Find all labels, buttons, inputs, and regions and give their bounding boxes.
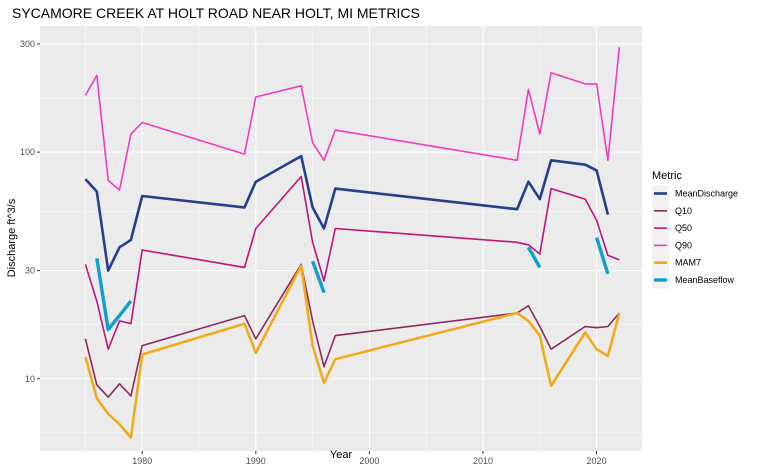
legend-title: Metric — [652, 170, 682, 182]
legend-label-q10: Q10 — [675, 206, 692, 216]
legend-label-mam7: MAM7 — [675, 258, 701, 268]
legend-label-q50: Q50 — [675, 223, 692, 233]
series-line-q50 — [84, 175, 620, 351]
series-line-meandischarge — [84, 154, 610, 272]
series-line-meanbaseflow — [594, 236, 610, 275]
y-axis-title: Discharge ft^3/s — [6, 198, 18, 277]
series-line-meanbaseflow — [95, 258, 133, 332]
legend-label-meandischarge: MeanDischarge — [675, 189, 738, 199]
x-tick-label: 2010 — [473, 456, 493, 464]
x-axis-title: Year — [330, 449, 353, 461]
y-tick-label: 300 — [20, 39, 35, 49]
series-line-mam7 — [84, 264, 621, 439]
x-tick-label: 2020 — [587, 456, 607, 464]
series-line-q10 — [84, 263, 620, 398]
y-tick-label: 100 — [20, 147, 35, 157]
legend-label-meanbaseflow: MeanBaseflow — [675, 275, 735, 285]
series-layer — [84, 47, 621, 439]
series-line-meanbaseflow — [311, 260, 326, 294]
y-tick-label: 30 — [25, 266, 35, 276]
series-line-meanbaseflow — [526, 246, 542, 269]
legend: Metric MeanDischarge Q10 Q50 Q90 MAM7 MeanBas… — [652, 170, 738, 289]
x-tick-label: 2000 — [359, 456, 379, 464]
chart-title: SYCAMORE CREEK AT HOLT ROAD NEAR HOLT, M… — [12, 5, 420, 21]
x-tick-label: 1990 — [246, 456, 266, 464]
y-axis: 10 30 100 300 — [20, 39, 40, 384]
series-line-q90 — [84, 47, 621, 191]
x-axis: 1980 1990 2000 2010 2020 — [132, 451, 607, 464]
y-tick-label: 10 — [25, 374, 35, 384]
legend-items: MeanDischarge Q10 Q50 Q90 MAM7 MeanBaseflow — [652, 185, 738, 289]
legend-label-q90: Q90 — [675, 240, 692, 250]
x-tick-label: 1980 — [132, 456, 152, 464]
